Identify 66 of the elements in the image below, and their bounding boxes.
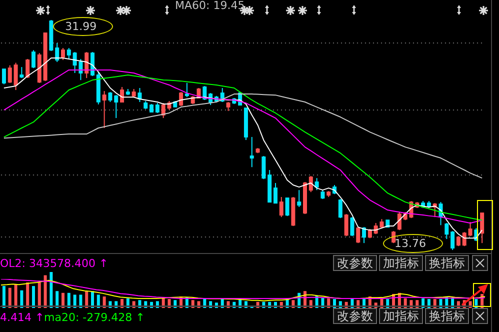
text: ma20: -279.428 ↑ xyxy=(44,311,145,324)
bar xyxy=(32,286,35,308)
text: 改参数 xyxy=(333,308,377,324)
candlestick xyxy=(184,82,189,98)
candlestick xyxy=(262,156,266,180)
candlestick xyxy=(2,68,6,85)
bar xyxy=(67,292,70,308)
candlestick xyxy=(450,230,455,250)
bar xyxy=(38,282,41,308)
bar xyxy=(44,275,47,308)
candlestick xyxy=(444,222,449,240)
text: 加指标 xyxy=(379,255,423,271)
candlestick xyxy=(114,94,118,119)
candlestick xyxy=(308,176,313,193)
candlestick xyxy=(297,190,302,208)
text: MA60: 19.45 xyxy=(175,0,245,12)
candlestick xyxy=(20,66,24,79)
candlestick xyxy=(84,52,89,79)
bar xyxy=(50,272,53,308)
candlestick xyxy=(456,236,460,247)
bar xyxy=(79,294,82,308)
text: OL2: 343578.400 ↑ xyxy=(0,257,108,270)
bar xyxy=(73,294,76,308)
candlestick xyxy=(356,226,360,244)
candlestick xyxy=(14,62,18,91)
bar xyxy=(96,294,100,308)
candlestick xyxy=(26,58,30,79)
candlestick xyxy=(31,50,36,69)
candlestick xyxy=(362,226,366,244)
bar xyxy=(2,286,6,308)
candlestick xyxy=(279,196,284,218)
bar xyxy=(62,292,64,308)
candlestick xyxy=(138,88,142,103)
candlestick xyxy=(55,42,60,63)
candlestick xyxy=(179,92,184,107)
bar xyxy=(26,282,30,308)
candlestick xyxy=(314,178,319,191)
candlestick xyxy=(468,221,472,237)
text: 改参数 xyxy=(333,255,377,271)
candlestick xyxy=(350,216,354,237)
candlestick xyxy=(155,102,160,114)
annotation: 31.99 xyxy=(65,20,97,33)
candlestick xyxy=(344,214,348,237)
candlestick xyxy=(108,92,112,103)
candlestick xyxy=(368,228,372,239)
candlestick xyxy=(102,90,106,128)
candlestick xyxy=(120,86,124,103)
candlestick xyxy=(61,48,65,60)
bar xyxy=(8,288,12,308)
candlestick xyxy=(273,182,278,204)
bar xyxy=(56,291,59,308)
bar xyxy=(14,284,18,308)
candlestick xyxy=(8,64,12,84)
candlestick xyxy=(397,212,402,231)
candlestick xyxy=(285,198,290,217)
annotation: 13.76 xyxy=(394,237,426,250)
candlestick xyxy=(66,48,71,60)
candlestick xyxy=(480,212,484,244)
candlestick xyxy=(462,232,466,247)
candlestick xyxy=(338,198,342,219)
text: 4.414 ↑ xyxy=(0,311,44,324)
text: 换指标 xyxy=(425,308,469,324)
text: 加指标 xyxy=(379,308,423,324)
text: 换指标 xyxy=(425,255,469,271)
bar xyxy=(20,290,24,308)
candlestick xyxy=(250,136,254,168)
